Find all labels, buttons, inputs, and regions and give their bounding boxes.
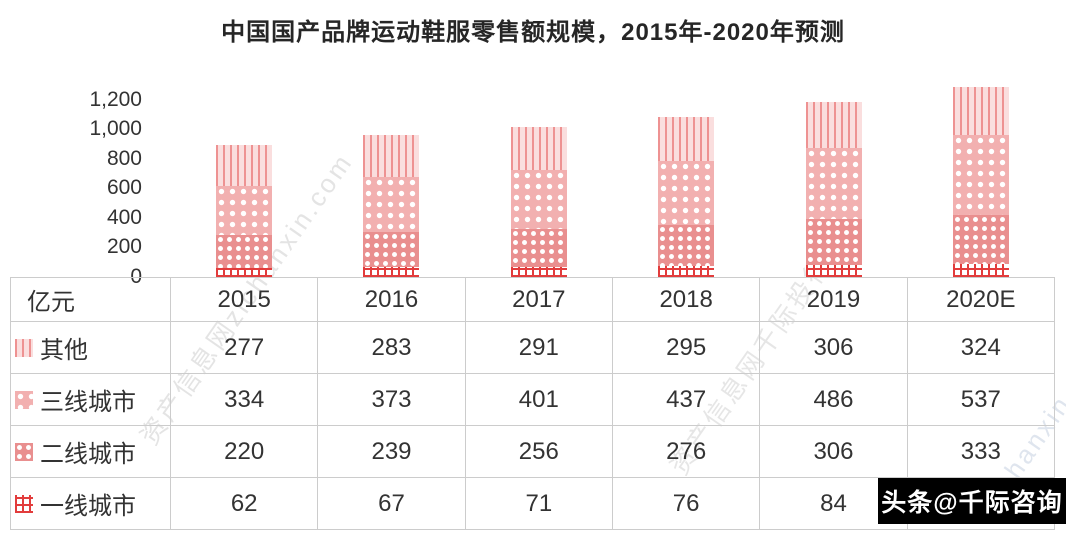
y-axis-tick-label: 0: [130, 265, 142, 288]
series-label-cell: 一线城市: [10, 477, 171, 530]
y-axis-tick-label: 800: [106, 146, 142, 170]
x-axis-year-label: 2015: [169, 277, 319, 322]
bar-segment-三线城市: [658, 160, 715, 226]
table-value-cell: 62: [169, 477, 319, 530]
bar-segment-二线城市: [953, 214, 1010, 264]
x-axis-year-label: 2020E: [906, 277, 1056, 322]
table-value-cell: 277: [169, 321, 319, 374]
stacked-bar-2020E: [953, 87, 1010, 277]
y-axis-tick-label: 200: [106, 235, 142, 259]
bar-segment-一线城市: [510, 266, 567, 277]
table-value-cell: 334: [169, 373, 319, 426]
bar-segment-二线城市: [805, 219, 862, 265]
table-value-cell: 537: [906, 373, 1056, 426]
bar-segment-三线城市: [953, 135, 1010, 215]
table-value-cell: 71: [464, 477, 613, 530]
bar-segment-其他: [953, 87, 1010, 136]
table-value-cell: 401: [464, 373, 613, 426]
stacked-bar-2017: [510, 126, 567, 277]
x-axis-year-label: 2016: [317, 277, 466, 322]
bar-segment-一线城市: [953, 263, 1010, 277]
bar-segment-二线城市: [215, 235, 272, 268]
y-axis-unit-label: 亿元: [10, 277, 171, 322]
series-label: 一线城市: [40, 493, 136, 520]
x-axis-year-label: 2019: [759, 277, 908, 322]
y-axis-tick-label: 1,000: [89, 117, 142, 141]
chart-title: 中国国产品牌运动鞋服零售额规模，2015年-2020年预测: [221, 19, 845, 46]
y-axis: 0 200 400 600 800 1,000 1,200: [50, 0, 142, 534]
series-label: 三线城市: [40, 389, 136, 416]
table-value-cell: 333: [906, 425, 1056, 478]
table-row: 三线城市 334 373 401 437 486 537: [10, 373, 1056, 426]
bar-segment-三线城市: [805, 147, 862, 220]
x-axis-year-label: 2018: [611, 277, 761, 322]
bar-segment-其他: [658, 116, 715, 161]
bar-segment-二线城市: [510, 228, 567, 267]
stacked-bar-2018: [658, 116, 715, 277]
y-axis-tick-label: 400: [106, 205, 142, 229]
x-axis-year-label: 2017: [464, 277, 613, 322]
legend-swatch-icon: [15, 442, 33, 461]
bar-segment-其他: [215, 145, 272, 187]
bar-segment-三线城市: [510, 169, 567, 229]
y-axis-tick-label: 600: [106, 176, 142, 200]
stacked-bar-2016: [363, 134, 420, 277]
stacked-bar-2019: [805, 102, 862, 277]
stacked-bar-2015: [215, 145, 272, 277]
table-value-cell: 486: [759, 373, 908, 426]
y-axis-tick-label: 1,200: [89, 87, 142, 111]
bar-segment-三线城市: [363, 176, 420, 232]
bar-segment-一线城市: [805, 264, 862, 277]
table-value-cell: 306: [759, 425, 908, 478]
bar-segment-其他: [805, 102, 862, 148]
bar-segment-一线城市: [363, 267, 420, 277]
series-label: 其他: [40, 337, 88, 364]
table-value-cell: 239: [317, 425, 466, 478]
table-row: 其他 277 283 291 295 306 324: [10, 321, 1056, 374]
bar-segment-三线城市: [215, 186, 272, 236]
table-value-cell: 276: [611, 425, 761, 478]
stacked-bar-plot: [170, 85, 1055, 277]
series-label-cell: 其他: [10, 321, 171, 374]
bar-segment-一线城市: [658, 265, 715, 277]
table-value-cell: 283: [317, 321, 466, 374]
legend-swatch-icon: [15, 338, 33, 357]
bar-segment-二线城市: [363, 231, 420, 268]
table-value-cell: 67: [317, 477, 466, 530]
bar-segment-一线城市: [215, 267, 272, 277]
table-value-cell: 295: [611, 321, 761, 374]
bar-segment-其他: [363, 134, 420, 177]
table-value-cell: 324: [906, 321, 1056, 374]
series-label-cell: 二线城市: [10, 425, 171, 478]
table-value-cell: 306: [759, 321, 908, 374]
legend-swatch-icon: [15, 494, 33, 513]
series-label-cell: 三线城市: [10, 373, 171, 426]
table-value-cell: 291: [464, 321, 613, 374]
toutiao-watermark-badge: 头条@千际咨询: [878, 478, 1066, 524]
table-row: 二线城市 220 239 256 276 306 333: [10, 425, 1056, 478]
bar-segment-其他: [510, 126, 567, 170]
legend-swatch-icon: [15, 390, 33, 409]
bar-segment-二线城市: [658, 225, 715, 266]
series-label: 二线城市: [40, 441, 136, 468]
data-table: 亿元 2015 2016 2017 2018 2019 2020E 其他 277 283 291 29…: [10, 277, 1056, 530]
table-value-cell: 373: [317, 373, 466, 426]
table-value-cell: 437: [611, 373, 761, 426]
table-value-cell: 76: [611, 477, 761, 530]
table-value-cell: 220: [169, 425, 319, 478]
table-header-row: 亿元 2015 2016 2017 2018 2019 2020E: [10, 277, 1056, 322]
table-value-cell: 256: [464, 425, 613, 478]
